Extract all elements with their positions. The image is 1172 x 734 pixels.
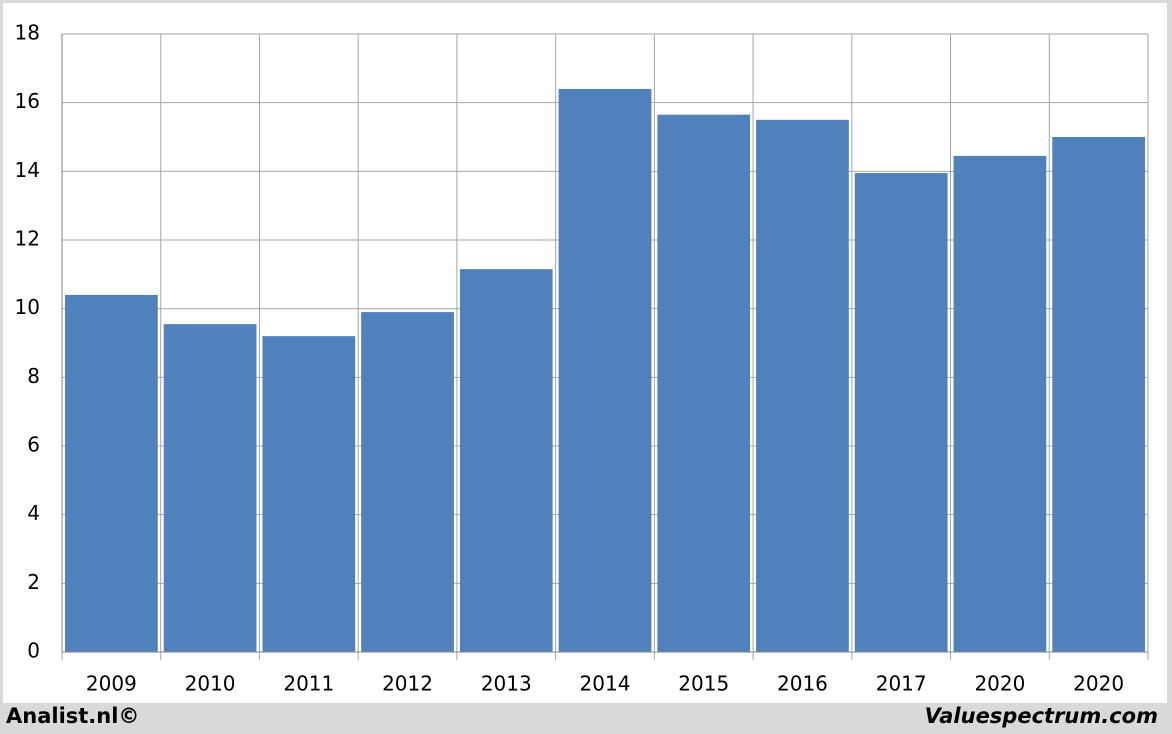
bar [361,312,454,652]
x-tick-label: 2009 [86,672,137,696]
x-tick-label: 2020 [974,672,1025,696]
bar [459,269,553,652]
x-tick-label: 2012 [382,672,433,696]
y-tick-label: 0 [27,639,40,663]
bar [756,119,849,653]
x-tick-label: 2010 [185,672,236,696]
y-tick-label: 12 [15,227,40,251]
y-tick-label: 16 [15,89,40,113]
y-tick-label: 14 [15,158,40,182]
bar [953,155,1047,652]
x-tick-label: 2011 [283,672,334,696]
x-tick-label: 2013 [481,672,532,696]
bar [657,114,751,652]
y-tick-label: 2 [27,570,40,594]
x-tick-label: 2017 [876,672,927,696]
y-tick-label: 8 [27,364,40,388]
x-tick-label: 2020 [1073,672,1124,696]
credit-right: Valuespectrum.com [925,704,1158,728]
y-tick-label: 4 [27,501,40,525]
y-tick-label: 10 [15,295,40,319]
bar [262,336,356,652]
bar [558,88,652,652]
y-tick-label: 18 [15,21,40,45]
bar [854,173,948,653]
bar [1052,137,1145,652]
x-tick-label: 2016 [777,672,828,696]
x-tick-label: 2014 [580,672,631,696]
x-tick-label: 2015 [678,672,729,696]
y-tick-label: 6 [27,433,40,457]
bar [65,294,158,652]
credit-left: Analist.nl© [6,704,139,728]
bar [163,324,257,652]
